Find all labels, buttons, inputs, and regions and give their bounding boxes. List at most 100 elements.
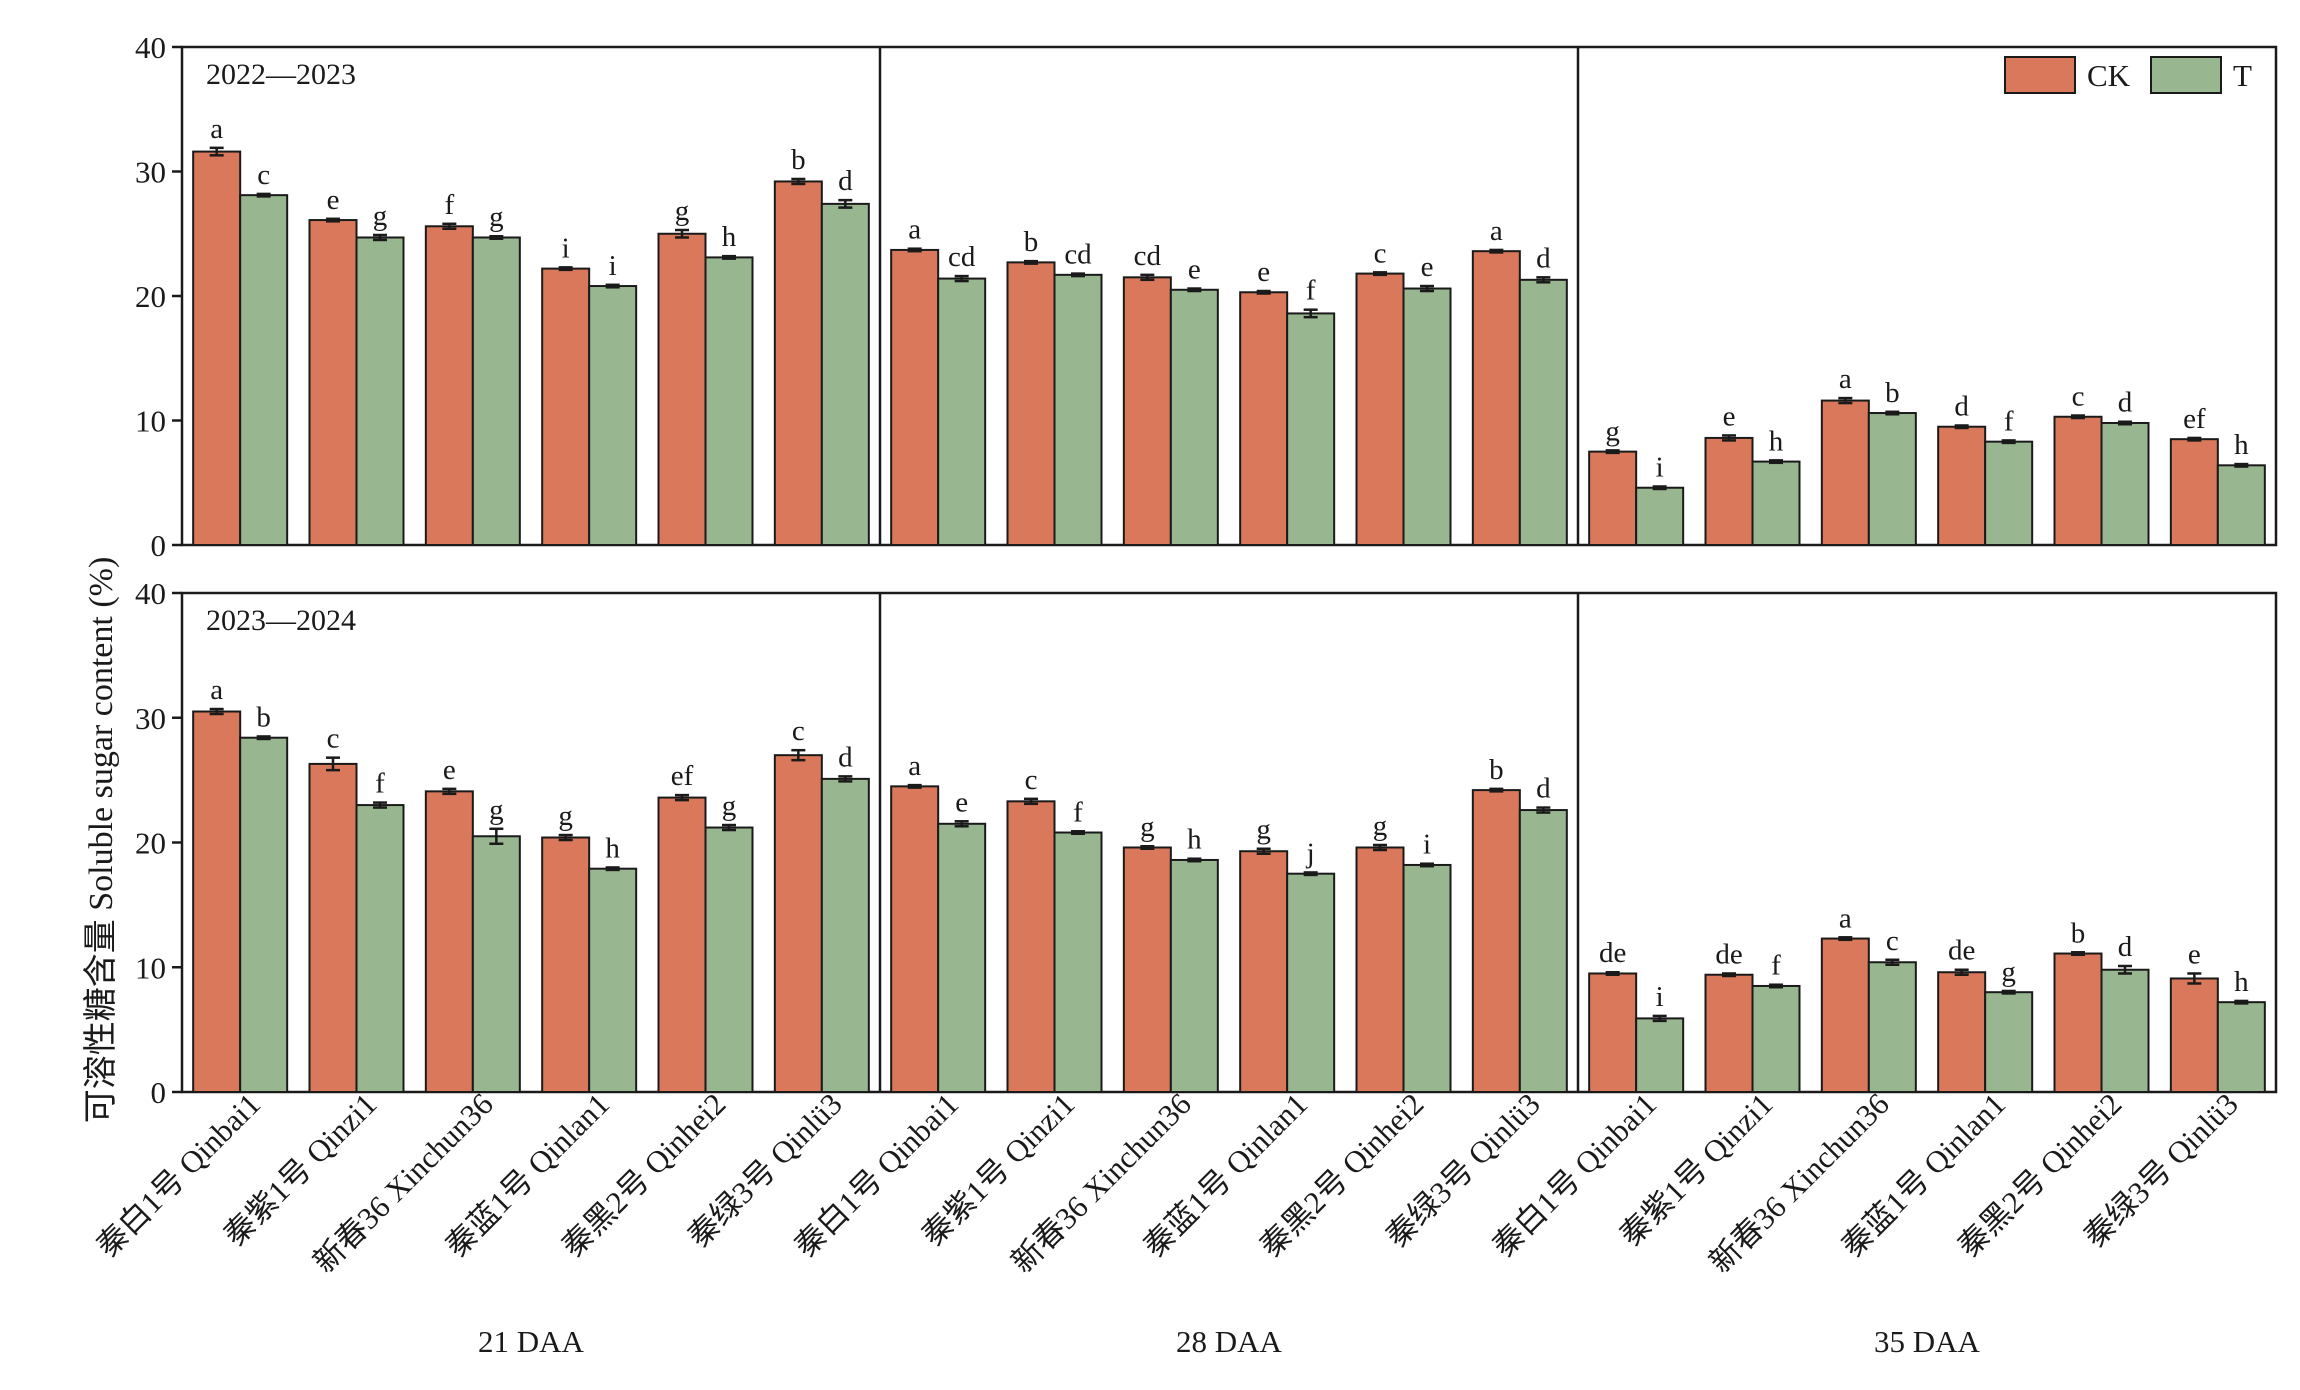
significance-letter: b [1885, 377, 1900, 409]
bar-t [820, 777, 870, 1093]
bar-t [2100, 421, 2150, 546]
bar-t [704, 826, 754, 1094]
significance-letter: e [327, 184, 340, 216]
bar-ck [890, 785, 940, 1093]
bar-ck [1471, 250, 1521, 546]
bar-ck [1355, 846, 1405, 1093]
y-tick-label: 40 [135, 576, 166, 611]
significance-letter: g [675, 195, 690, 227]
bar-t [1169, 858, 1219, 1094]
significance-letter: e [1257, 256, 1270, 288]
bar-ck [1471, 789, 1521, 1093]
y-axis-label: 可溶性糖含量 Soluble sugar content (%) [82, 557, 120, 1124]
bar-t [2216, 464, 2266, 547]
significance-letter: j [1306, 837, 1315, 869]
bar-ck [1588, 450, 1638, 546]
significance-letter: d [838, 165, 853, 197]
y-tick-label: 0 [151, 528, 167, 563]
bar-ck [1704, 436, 1754, 546]
bar-ck [1820, 399, 1870, 546]
significance-letter: b [256, 701, 271, 733]
significance-letter: i [1423, 829, 1431, 861]
bar-ck [2169, 438, 2219, 546]
bar-t [1053, 831, 1103, 1094]
panel-label: 2022—2023 [206, 58, 356, 91]
significance-letter: c [327, 723, 340, 755]
significance-letter: e [2188, 938, 2201, 970]
y-tick-label: 20 [135, 826, 166, 861]
bar-ck [541, 267, 591, 546]
bar-ck [2169, 977, 2219, 1093]
significance-letter: c [257, 159, 270, 191]
bar-ck [541, 836, 591, 1094]
significance-letter: h [1187, 824, 1202, 856]
significance-letter: g [373, 200, 388, 232]
significance-letter: e [443, 754, 456, 786]
significance-letter: g [2001, 956, 2016, 988]
significance-letter: d [838, 741, 853, 773]
significance-letter: c [1886, 925, 1899, 957]
panel-label: 2023—2024 [206, 604, 356, 637]
stage-label: 35 DAA [1874, 1324, 1981, 1359]
bar-ck [1588, 972, 1638, 1093]
significance-letter: de [1599, 937, 1626, 969]
bar-t [355, 804, 405, 1093]
significance-letter: cd [1064, 239, 1092, 271]
bar-t [1635, 1017, 1685, 1094]
bar-ck [424, 790, 474, 1093]
bar-ck [308, 762, 358, 1093]
bar-ck [773, 180, 823, 547]
bar-ck [1355, 272, 1405, 546]
significance-letter: f [2004, 405, 2014, 437]
significance-letter: d [1536, 242, 1551, 274]
bar-t [588, 285, 638, 546]
bar-t [1518, 278, 1568, 546]
bar-ck [1239, 850, 1289, 1093]
significance-letter: a [1490, 215, 1503, 247]
significance-letter: d [1954, 390, 1969, 422]
bar-ck [657, 232, 707, 546]
significance-letter: h [722, 221, 737, 253]
bar-ck [1006, 261, 1056, 546]
bar-t [1286, 312, 1336, 546]
y-tick-label: 0 [151, 1075, 167, 1110]
significance-letter: d [1536, 773, 1551, 805]
bar-t [1053, 273, 1103, 546]
significance-letter: i [609, 250, 617, 282]
bar-ck [890, 248, 940, 546]
bar-t [1169, 288, 1219, 546]
significance-letter: ef [2183, 403, 2206, 435]
bar-t [937, 822, 987, 1093]
bar-t [1867, 412, 1917, 546]
significance-letter: g [1605, 415, 1620, 447]
significance-letter: e [1188, 254, 1201, 286]
bar-t [239, 194, 289, 546]
significance-letter: a [908, 214, 921, 246]
significance-letter: b [791, 144, 806, 176]
y-tick-label: 30 [135, 701, 166, 736]
significance-letter: de [1948, 935, 1975, 967]
significance-letter: cd [948, 241, 976, 273]
bar-ck [308, 219, 358, 546]
bar-t [239, 736, 289, 1094]
bar-t [471, 236, 521, 547]
bar-t [1402, 863, 1452, 1094]
legend-swatch-ck [2004, 56, 2076, 94]
significance-letter: d [2118, 387, 2133, 419]
significance-letter: e [1723, 400, 1736, 432]
bar-ck [2053, 952, 2103, 1094]
bar-ck [1122, 846, 1172, 1093]
significance-letter: g [489, 201, 504, 233]
significance-letter: h [2234, 429, 2249, 461]
significance-letter: h [1769, 425, 1784, 457]
y-tick-label: 10 [135, 950, 166, 985]
significance-letter: f [1771, 950, 1781, 982]
significance-letter: cd [1134, 240, 1162, 272]
significance-letter: f [1306, 275, 1316, 307]
significance-letter: i [562, 232, 570, 264]
bar-t [1984, 991, 2034, 1094]
y-tick-label: 30 [135, 155, 166, 190]
bar-ck [657, 796, 707, 1094]
